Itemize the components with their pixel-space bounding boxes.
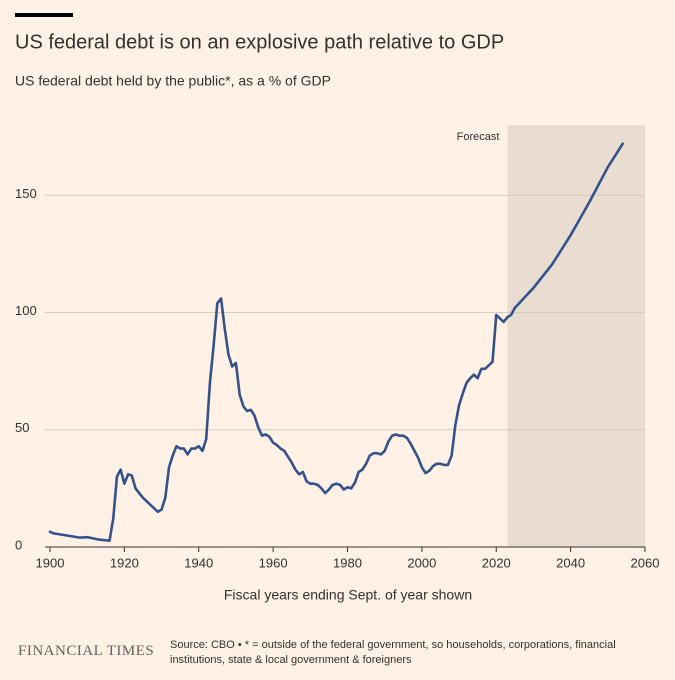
- top-bar: [15, 13, 73, 17]
- x-tick-label: 2040: [556, 555, 585, 570]
- y-tick-label: 0: [15, 537, 22, 552]
- x-tick-label: 2060: [631, 555, 660, 570]
- x-tick-label: 2020: [482, 555, 511, 570]
- x-tick-label: 1920: [110, 555, 139, 570]
- forecast-label: Forecast: [457, 131, 500, 143]
- x-tick-label: 1900: [36, 555, 65, 570]
- x-tick-label: 1960: [259, 555, 288, 570]
- chart-title: US federal debt is on an explosive path …: [15, 31, 504, 53]
- source-note: Source: CBO • * = outside of the federal…: [170, 639, 616, 666]
- x-tick-label: 1940: [184, 555, 213, 570]
- forecast-region: [507, 125, 645, 547]
- y-tick-label: 50: [15, 420, 29, 435]
- y-tick-label: 150: [15, 186, 37, 201]
- data-line: [48, 142, 624, 542]
- brand: FINANCIAL TIMES: [18, 643, 155, 659]
- y-tick-label: 100: [15, 303, 37, 318]
- chart-subtitle: US federal debt held by the public*, as …: [15, 73, 331, 89]
- x-tick-label: 1980: [333, 555, 362, 570]
- x-axis-label: Fiscal years ending Sept. of year shown: [224, 587, 472, 603]
- x-tick-label: 2000: [407, 555, 436, 570]
